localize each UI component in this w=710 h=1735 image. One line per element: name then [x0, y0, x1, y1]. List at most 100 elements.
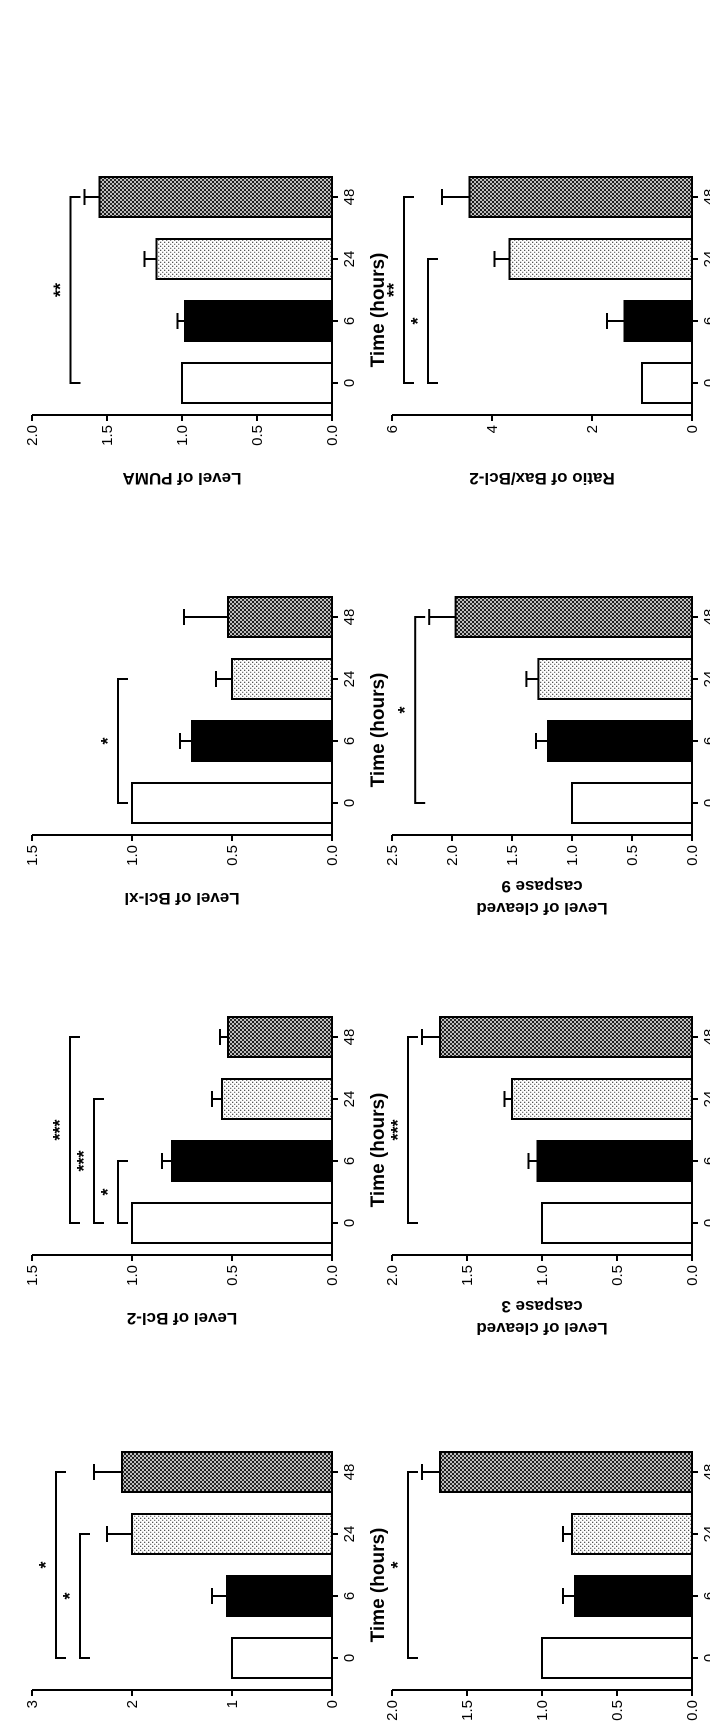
panel-bax: 0123Level of Bax062448Time (hours)** [24, 1451, 389, 1708]
x-tick-label: 6 [341, 737, 358, 745]
bar-0h [131, 782, 333, 824]
significance-label: * [98, 737, 118, 744]
y-tick-label: 1 [224, 1700, 241, 1708]
x-tick-label: 0 [701, 1654, 710, 1662]
y-tick-label: 2.0 [384, 1700, 401, 1721]
y-tick-label: 0 [684, 425, 701, 433]
y-tick-label: 1.0 [534, 1265, 551, 1286]
x-tick-label: 48 [701, 1029, 710, 1046]
y-axis-label: Level of cleaved [476, 899, 607, 918]
bar-48h [98, 176, 333, 218]
y-tick-label: 6 [384, 425, 401, 433]
y-tick-label: 0.5 [224, 1265, 241, 1286]
x-tick-label: 24 [341, 1526, 358, 1543]
significance-label: * [395, 706, 415, 713]
significance-label: * [98, 1188, 118, 1195]
panel-bclxl: 0.0 0.5 1.0 1.5 Level of Bcl-xl 0 6 24 48 Time (h… [24, 596, 389, 908]
x-tick-label: 48 [701, 189, 710, 206]
significance-bracket [427, 258, 438, 384]
significance-label: *** [74, 1150, 94, 1171]
x-tick-label: 48 [341, 1464, 358, 1481]
y-tick-label: 0.0 [324, 1265, 341, 1286]
y-axis-label: Ratio of Bax/Bcl-2 [469, 469, 614, 488]
x-tick-label: 24 [341, 251, 358, 268]
bar-6h [191, 720, 333, 762]
y-tick-label: 1.0 [124, 845, 141, 866]
x-tick-label: 6 [341, 1157, 358, 1165]
x-tick-label: 24 [341, 1091, 358, 1108]
y-tick-label: 0.5 [609, 1265, 626, 1286]
significance-label: *** [50, 1119, 70, 1140]
x-tick-label: 0 [341, 379, 358, 387]
bar-24h [231, 658, 333, 700]
bar-0h [181, 362, 333, 404]
y-tick-label: 1.0 [534, 1700, 551, 1721]
y-axis-label: caspase 9 [501, 877, 582, 896]
y-tick-label: 3 [24, 1700, 41, 1708]
bar-48h [468, 176, 693, 218]
y-tick-label: 0.5 [609, 1700, 626, 1721]
bar-0h [541, 1202, 693, 1244]
y-tick-label: 1.5 [24, 1265, 41, 1286]
y-tick-label: 2.0 [384, 1265, 401, 1286]
bar-6h [536, 1140, 693, 1182]
x-tick-label: 0 [701, 379, 710, 387]
y-tick-label: 0.5 [249, 425, 266, 446]
y-tick-label: 1.0 [564, 845, 581, 866]
bar-6h [171, 1140, 333, 1182]
y-tick-label: 0.5 [224, 845, 241, 866]
y-tick-label: 1.0 [124, 1265, 141, 1286]
panel-bcl2: 0.0 0.5 1.0 1.5 Level of Bcl-2 0 6 24 48 Time (ho… [24, 1016, 389, 1328]
x-tick-label: 6 [341, 1592, 358, 1600]
bar-48h [454, 596, 693, 638]
y-tick-label: 2.0 [444, 845, 461, 866]
bar-24h [155, 238, 333, 280]
y-tick-label: 4 [484, 425, 501, 433]
y-tick-label: 0.0 [684, 845, 701, 866]
significance-bracket [117, 1160, 128, 1224]
bar-48h [439, 1451, 693, 1493]
significance-bracket [93, 1098, 104, 1224]
x-tick-label: 6 [701, 737, 710, 745]
x-tick-label: 24 [341, 671, 358, 688]
bar-24h [131, 1513, 333, 1555]
y-axis-label: Level of Bcl-2 [127, 1309, 238, 1328]
x-tick-label: 6 [701, 317, 710, 325]
bar-6h [547, 720, 693, 762]
y-tick-label: 1.5 [99, 425, 116, 446]
bar-24h [537, 658, 694, 700]
y-tick-label: 1.0 [174, 425, 191, 446]
x-tick-label: 0 [341, 1219, 358, 1227]
significance-bracket [407, 1471, 418, 1659]
significance-label: *** [388, 1119, 408, 1140]
y-tick-label: 0.5 [624, 845, 641, 866]
bar-0h [231, 1637, 333, 1679]
x-axis-label: Time (hours) [368, 253, 389, 368]
panel-cleaved-caspase-9: 0.0 0.5 1.0 1.5 2.0 2.5 Level of cleaved caspas… [384, 596, 710, 918]
significance-label: * [60, 1592, 80, 1599]
bar-24h [571, 1513, 693, 1555]
y-tick-label: 1.5 [24, 845, 41, 866]
significance-bracket [117, 678, 128, 804]
y-axis-label: Level of PUMA [122, 469, 241, 488]
x-axis-label: Time (hours) [368, 1528, 389, 1643]
bar-48h [227, 596, 333, 638]
x-tick-label: 24 [701, 671, 710, 688]
y-tick-label: 2 [584, 425, 601, 433]
y-tick-label: 0.0 [324, 845, 341, 866]
y-tick-label: 0 [324, 1700, 341, 1708]
bar-24h [508, 238, 693, 280]
x-tick-label: 48 [701, 1464, 710, 1481]
y-tick-label: 2.0 [24, 425, 41, 446]
x-tick-label: 48 [701, 609, 710, 626]
figure-rotated: 0123Level of Bax062448Time (hours)** 0.0… [24, 176, 710, 1721]
x-tick-label: 24 [701, 251, 710, 268]
panel-cleaved-caspase-3: 0.0 0.5 1.0 1.5 2.0 Level of cleaved caspase 3… [384, 1016, 710, 1338]
y-tick-label: 0.0 [324, 425, 341, 446]
bar-6h [574, 1575, 693, 1617]
bar-6h [623, 300, 693, 342]
bar-0h [131, 1202, 333, 1244]
